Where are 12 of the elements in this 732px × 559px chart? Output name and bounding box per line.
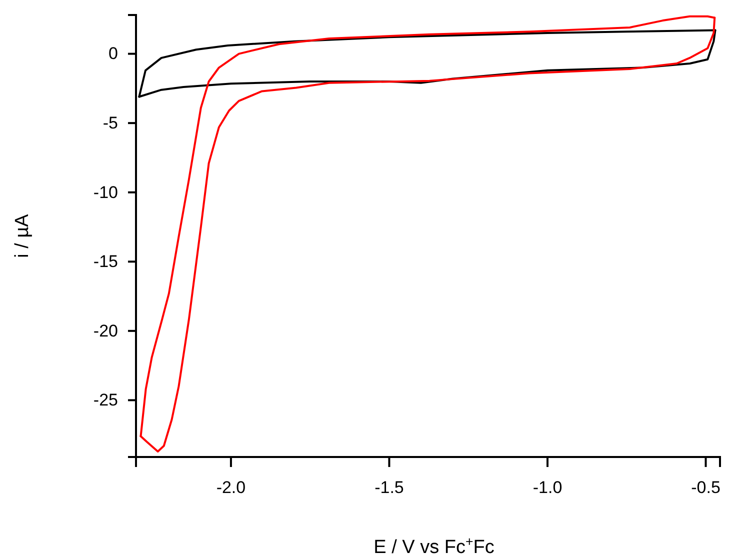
y-tick-label: -10 [93,182,118,202]
x-tick-label: -2.0 [216,478,246,498]
y-tick-label: -15 [93,252,118,272]
x-tick-label: -1.5 [374,478,404,498]
x-tick-label: -0.5 [691,478,720,498]
y-tick-label: -5 [102,114,118,133]
x-tick-label: -1.0 [532,478,562,498]
y-axis-title: i / µA [12,214,33,258]
y-tick-label: -20 [93,321,118,340]
x-axis-title: E / V vs Fc$^{+}$Fc [374,534,494,558]
y-tick-label: -25 [93,390,118,410]
y-tick-label: 0 [108,44,118,64]
